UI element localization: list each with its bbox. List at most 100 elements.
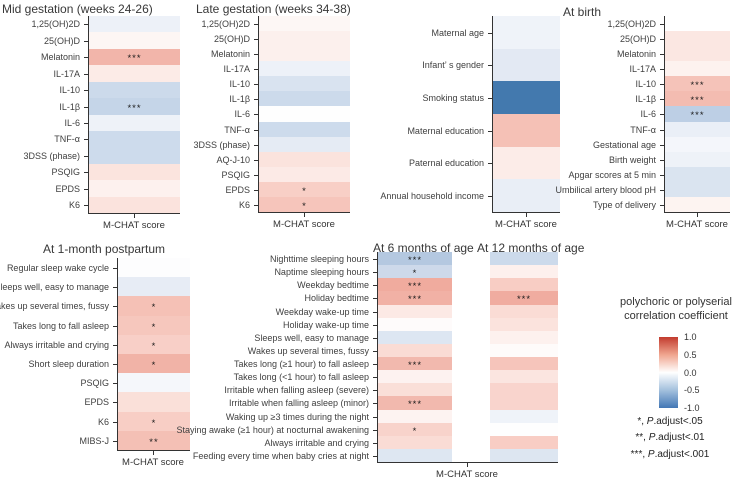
heatmap-cell: *** (665, 106, 730, 122)
heatmap-cell (493, 81, 560, 114)
heatmap-cell (665, 182, 730, 197)
y-axis-tick (488, 97, 492, 99)
y-axis-tick (488, 130, 492, 132)
y-axis-tick (373, 363, 377, 365)
row-label: Nighttime sleeping hours (269, 253, 369, 264)
heatmap-cell (118, 277, 190, 296)
heatmap-cell (378, 449, 452, 462)
heatmap-cell (378, 344, 452, 357)
row-label: Melatonin (40, 52, 80, 62)
y-axis-tick (373, 284, 377, 286)
y-axis-tick (84, 40, 88, 42)
significance-stars: * (151, 302, 157, 313)
y-axis-tick (373, 311, 377, 313)
heatmap-cell (118, 373, 190, 392)
row-label: Melatonin (616, 48, 656, 59)
heatmap-cell: * (378, 423, 452, 437)
y-axis-tick (254, 174, 258, 176)
significance-stars: * (302, 186, 307, 197)
heatmap-cell: *** (378, 291, 452, 305)
y-axis-tick (113, 402, 117, 403)
row-label: Waking up ≥3 times during the night (225, 411, 369, 422)
row-label: TNF-α (54, 134, 80, 144)
row-label: IL-17A (629, 63, 656, 74)
y-axis-tick (373, 350, 377, 352)
heatmap-cell: * (259, 197, 350, 212)
row-label: Annual household income (380, 190, 484, 201)
row-label: Weekday bedtime (297, 279, 369, 290)
significance-stars: *** (516, 294, 532, 305)
significance-stars: *** (690, 95, 705, 106)
y-axis-tick (660, 53, 664, 55)
row-label: IL-6 (64, 118, 80, 128)
y-axis-tick (84, 106, 88, 108)
y-axis-tick (113, 267, 117, 269)
y-axis-tick (113, 286, 117, 288)
heatmap-cell (259, 122, 350, 137)
row-label: Feeding every time when baby cries at ni… (192, 450, 369, 461)
heatmap-cell (665, 122, 730, 137)
y-axis-line (117, 258, 118, 451)
heatmap-cell (89, 180, 180, 197)
colorbar-tick-label: -1.0 (684, 403, 700, 413)
row-label: Infant’ s gender (422, 60, 484, 70)
heatmap-cell (259, 91, 350, 106)
heatmap-cell (490, 305, 558, 318)
sig-note-001: ***, P.adjust<.001 (630, 448, 710, 460)
y-axis-tick (488, 195, 492, 197)
heatmap-cell (259, 46, 350, 61)
y-axis-tick (660, 114, 664, 115)
row-label: TNF-α (224, 124, 250, 135)
row-label: Takes long to fall asleep (12, 320, 109, 331)
row-label: Naptime sleeping hours (274, 266, 369, 277)
row-label: AQ-J-10 (216, 154, 250, 165)
y-axis-tick (660, 174, 664, 176)
heatmap-cell (259, 76, 350, 91)
heatmap-cell (118, 392, 190, 412)
significance-stars: * (412, 268, 418, 279)
row-label: Irritable when falling asleep (minor) (228, 398, 369, 408)
y-axis-tick (254, 114, 258, 115)
significance-stars: *** (690, 80, 705, 91)
heatmap-cell: * (118, 412, 190, 431)
y-axis-tick (373, 337, 377, 339)
significance-stars: * (412, 426, 418, 437)
heatmap-cell (259, 61, 350, 76)
y-axis-tick (254, 144, 258, 146)
y-axis-tick (373, 258, 377, 260)
row-label: 3DSS (phase) (23, 150, 80, 161)
y-axis-line (377, 252, 378, 463)
y-axis-tick (113, 421, 117, 423)
heatmap-cell (89, 131, 180, 147)
significance-stars: ** (149, 437, 159, 448)
row-label: Maternal education (407, 125, 484, 136)
heatmap-cell (493, 147, 560, 179)
heatmap-cell: *** (378, 252, 452, 266)
row-label: PSQIG (221, 169, 250, 180)
row-label: 25(OH)D (43, 35, 80, 46)
y-axis-tick (113, 306, 117, 307)
y-axis-tick (254, 38, 258, 40)
heatmap-cell (490, 252, 558, 265)
heatmap-cell (490, 265, 558, 278)
x-axis-label: M-CHAT score (122, 457, 184, 468)
row-label: IL-17A (53, 68, 80, 79)
y-axis-tick (84, 139, 88, 140)
heatmap-cell (665, 16, 730, 31)
heatmap-cell (89, 16, 180, 32)
significance-stars: *** (127, 53, 142, 64)
y-axis-tick (660, 83, 664, 85)
heatmap-cell (665, 31, 730, 46)
x-axis-line (377, 462, 558, 463)
row-label: IL-10 (229, 78, 250, 89)
y-axis-tick (373, 389, 377, 391)
heatmap-cell (378, 370, 452, 383)
x-axis-tick (153, 451, 154, 455)
row-label: IL-6 (234, 109, 250, 119)
y-axis-tick (660, 144, 664, 146)
heatmap-cell: ** (118, 431, 190, 450)
y-axis-tick (660, 68, 664, 70)
y-axis-tick (373, 271, 377, 273)
x-axis-tick (304, 213, 305, 217)
row-label: 1,25(OH)2D (607, 18, 656, 29)
